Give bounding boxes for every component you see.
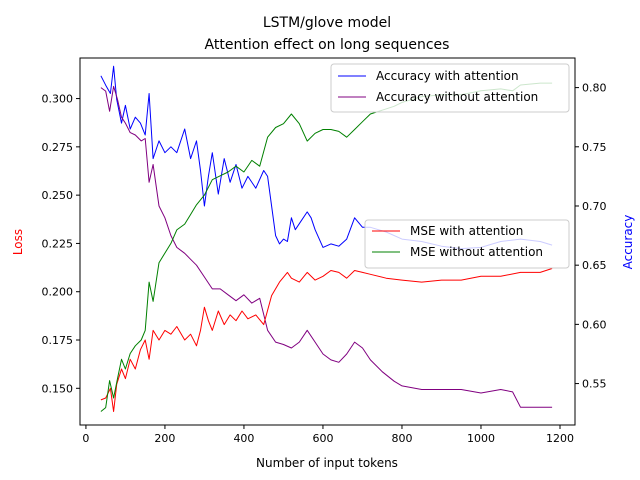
legend-accuracy-without-attention-label: Accuracy without attention	[376, 90, 538, 104]
y-left-tick-label: 0.225	[42, 237, 74, 250]
y-right-tick-label: 0.65	[582, 259, 607, 272]
x-tick-label: 200	[154, 432, 175, 445]
y-left-tick-label: 0.275	[42, 141, 74, 154]
legend-accuracy-box	[330, 63, 570, 113]
y-right-tick-label: 0.80	[582, 82, 607, 95]
y-left-tick-label: 0.300	[42, 93, 74, 106]
x-tick-label: 600	[312, 432, 333, 445]
chart-title: LSTM/glove model	[263, 15, 391, 31]
y-left-tick-label: 0.175	[42, 334, 74, 347]
y-axis-left-ticks: 0.150 0.175 0.200 0.225 0.250 0.275 0.300	[42, 93, 80, 395]
legend-mse: MSE with attention MSE without attention	[364, 219, 570, 269]
x-tick-label: 0	[82, 432, 89, 445]
x-axis-label: Number of input tokens	[256, 456, 398, 470]
y-right-tick-label: 0.70	[582, 200, 607, 213]
y-left-tick-label: 0.200	[42, 286, 74, 299]
legend-mse-box	[364, 219, 570, 269]
series-line-accuracy-without-attention	[100, 85, 553, 408]
legend-accuracy: Accuracy with attention Accuracy without…	[330, 63, 570, 113]
legend-mse-with-attention-label: MSE with attention	[410, 224, 523, 238]
x-tick-label: 1200	[546, 432, 574, 445]
y-right-tick-label: 0.75	[582, 141, 607, 154]
legend-accuracy-with-attention-label: Accuracy with attention	[376, 69, 519, 83]
x-tick-label: 400	[233, 432, 254, 445]
plot-frame	[79, 57, 576, 426]
y-left-tick-label: 0.150	[42, 382, 74, 395]
y-axis-right-label: Accuracy	[621, 215, 635, 270]
x-tick-label: 1000	[467, 432, 495, 445]
chart-subtitle: Attention effect on long sequences	[205, 37, 450, 53]
x-tick-label: 800	[391, 432, 412, 445]
y-right-tick-label: 0.60	[582, 318, 607, 331]
y-axis-right-ticks: 0.55 0.60 0.65 0.70 0.75 0.80	[575, 82, 607, 391]
series-line-mse-with-attention	[100, 268, 553, 412]
legend-mse-without-attention-label: MSE without attention	[410, 245, 543, 259]
y-axis-left-label: Loss	[11, 229, 25, 255]
y-left-tick-label: 0.250	[42, 189, 74, 202]
y-right-tick-label: 0.55	[582, 378, 607, 391]
x-axis-ticks: 0 200 400 600 800 1000 1200	[82, 425, 574, 445]
